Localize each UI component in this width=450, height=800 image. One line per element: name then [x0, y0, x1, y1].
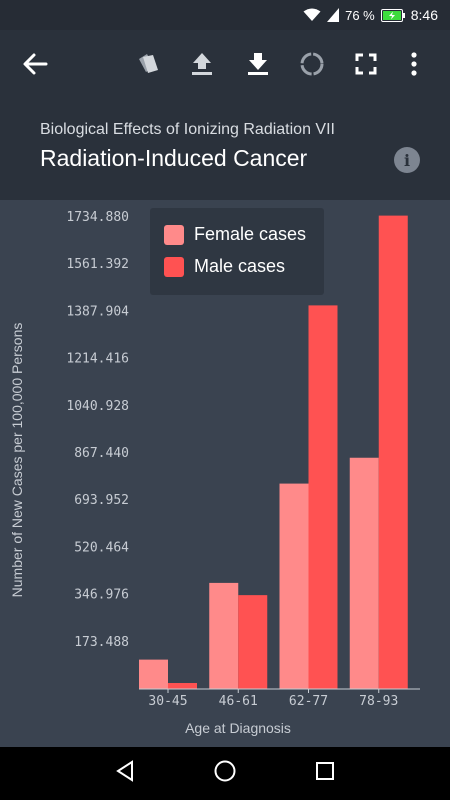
x-tick-label: 78-93 [359, 694, 398, 709]
y-tick-label: 1040.928 [66, 399, 129, 414]
bar-female-62-77[interactable] [279, 483, 309, 689]
bar-male-46-61[interactable] [238, 595, 268, 689]
chart-title: Radiation-Induced Cancer [40, 145, 308, 171]
chart-area: 173.488 346.976 520.464 693.952 867.440 1040.… [0, 200, 450, 747]
bar-female-46-61[interactable] [209, 582, 239, 689]
download-button[interactable] [238, 46, 278, 86]
y-axis-title: Number of New Cases per 100,000 Persons [9, 323, 25, 598]
x-tick-label: 30-45 [148, 694, 187, 709]
bar-male-78-93[interactable] [378, 215, 408, 689]
info-button[interactable]: i [394, 147, 420, 173]
circle-home-icon [213, 759, 237, 788]
legend-swatch-female [164, 224, 184, 245]
y-tick-label: 867.440 [74, 446, 129, 461]
triangle-back-icon [115, 760, 135, 787]
back-arrow-icon [22, 52, 48, 81]
bar-female-30-45[interactable] [139, 659, 168, 689]
y-tick-label: 693.952 [74, 493, 129, 508]
download-icon [246, 51, 270, 82]
clock-time: 8:46 [410, 7, 438, 23]
x-axis-title: Age at Diagnosis [185, 720, 291, 736]
upload-button[interactable] [182, 46, 222, 86]
legend-item-female: Female cases [164, 224, 306, 245]
more-vert-icon [410, 51, 418, 81]
square-recents-icon [315, 761, 335, 786]
refresh-ring-icon [299, 51, 325, 82]
battery-percent: 76 % [345, 7, 375, 23]
tag-icon [134, 51, 162, 82]
nav-recents-button[interactable] [305, 754, 345, 794]
legend-swatch-male [164, 256, 184, 277]
chart-subtitle: Biological Effects of Ionizing Radiation… [40, 121, 335, 138]
back-button[interactable] [15, 46, 55, 86]
fullscreen-icon [355, 53, 377, 80]
more-options-button[interactable] [394, 46, 434, 86]
bar-male-30-45[interactable] [168, 683, 197, 689]
y-tick-label: 1734.880 [66, 210, 129, 225]
bar-male-62-77[interactable] [308, 305, 338, 689]
signal-icon [327, 8, 340, 22]
bar-chart: 173.488 346.976 520.464 693.952 867.440 1040.… [9, 210, 420, 736]
y-tick-label: 1214.416 [66, 352, 129, 367]
y-tick-label: 1387.904 [66, 304, 129, 319]
app-header: Biological Effects of Ionizing Radiation… [0, 30, 450, 200]
fullscreen-button[interactable] [346, 46, 386, 86]
x-tick-label: 62-77 [289, 694, 328, 709]
upload-icon [190, 51, 214, 82]
chart-legend: Female cases Male cases [150, 208, 324, 295]
legend-item-male: Male cases [164, 256, 285, 277]
bar-female-78-93[interactable] [349, 457, 379, 689]
x-tick-label: 46-61 [219, 694, 258, 709]
wifi-icon [303, 8, 321, 22]
refresh-button[interactable] [292, 46, 332, 86]
legend-label-male: Male cases [194, 256, 286, 276]
nav-home-button[interactable] [205, 754, 245, 794]
legend-label-female: Female cases [194, 224, 307, 244]
y-tick-label: 520.464 [74, 540, 129, 555]
battery-charging-icon [380, 8, 405, 22]
nav-back-button[interactable] [105, 754, 145, 794]
tag-button[interactable] [128, 46, 168, 86]
y-tick-label: 346.976 [74, 588, 129, 603]
info-icon: i [403, 150, 411, 170]
y-tick-label: 173.488 [74, 635, 129, 650]
status-bar: 76 % 8:46 [0, 0, 450, 30]
y-tick-label: 1561.392 [66, 257, 129, 272]
system-nav-bar [0, 747, 450, 800]
